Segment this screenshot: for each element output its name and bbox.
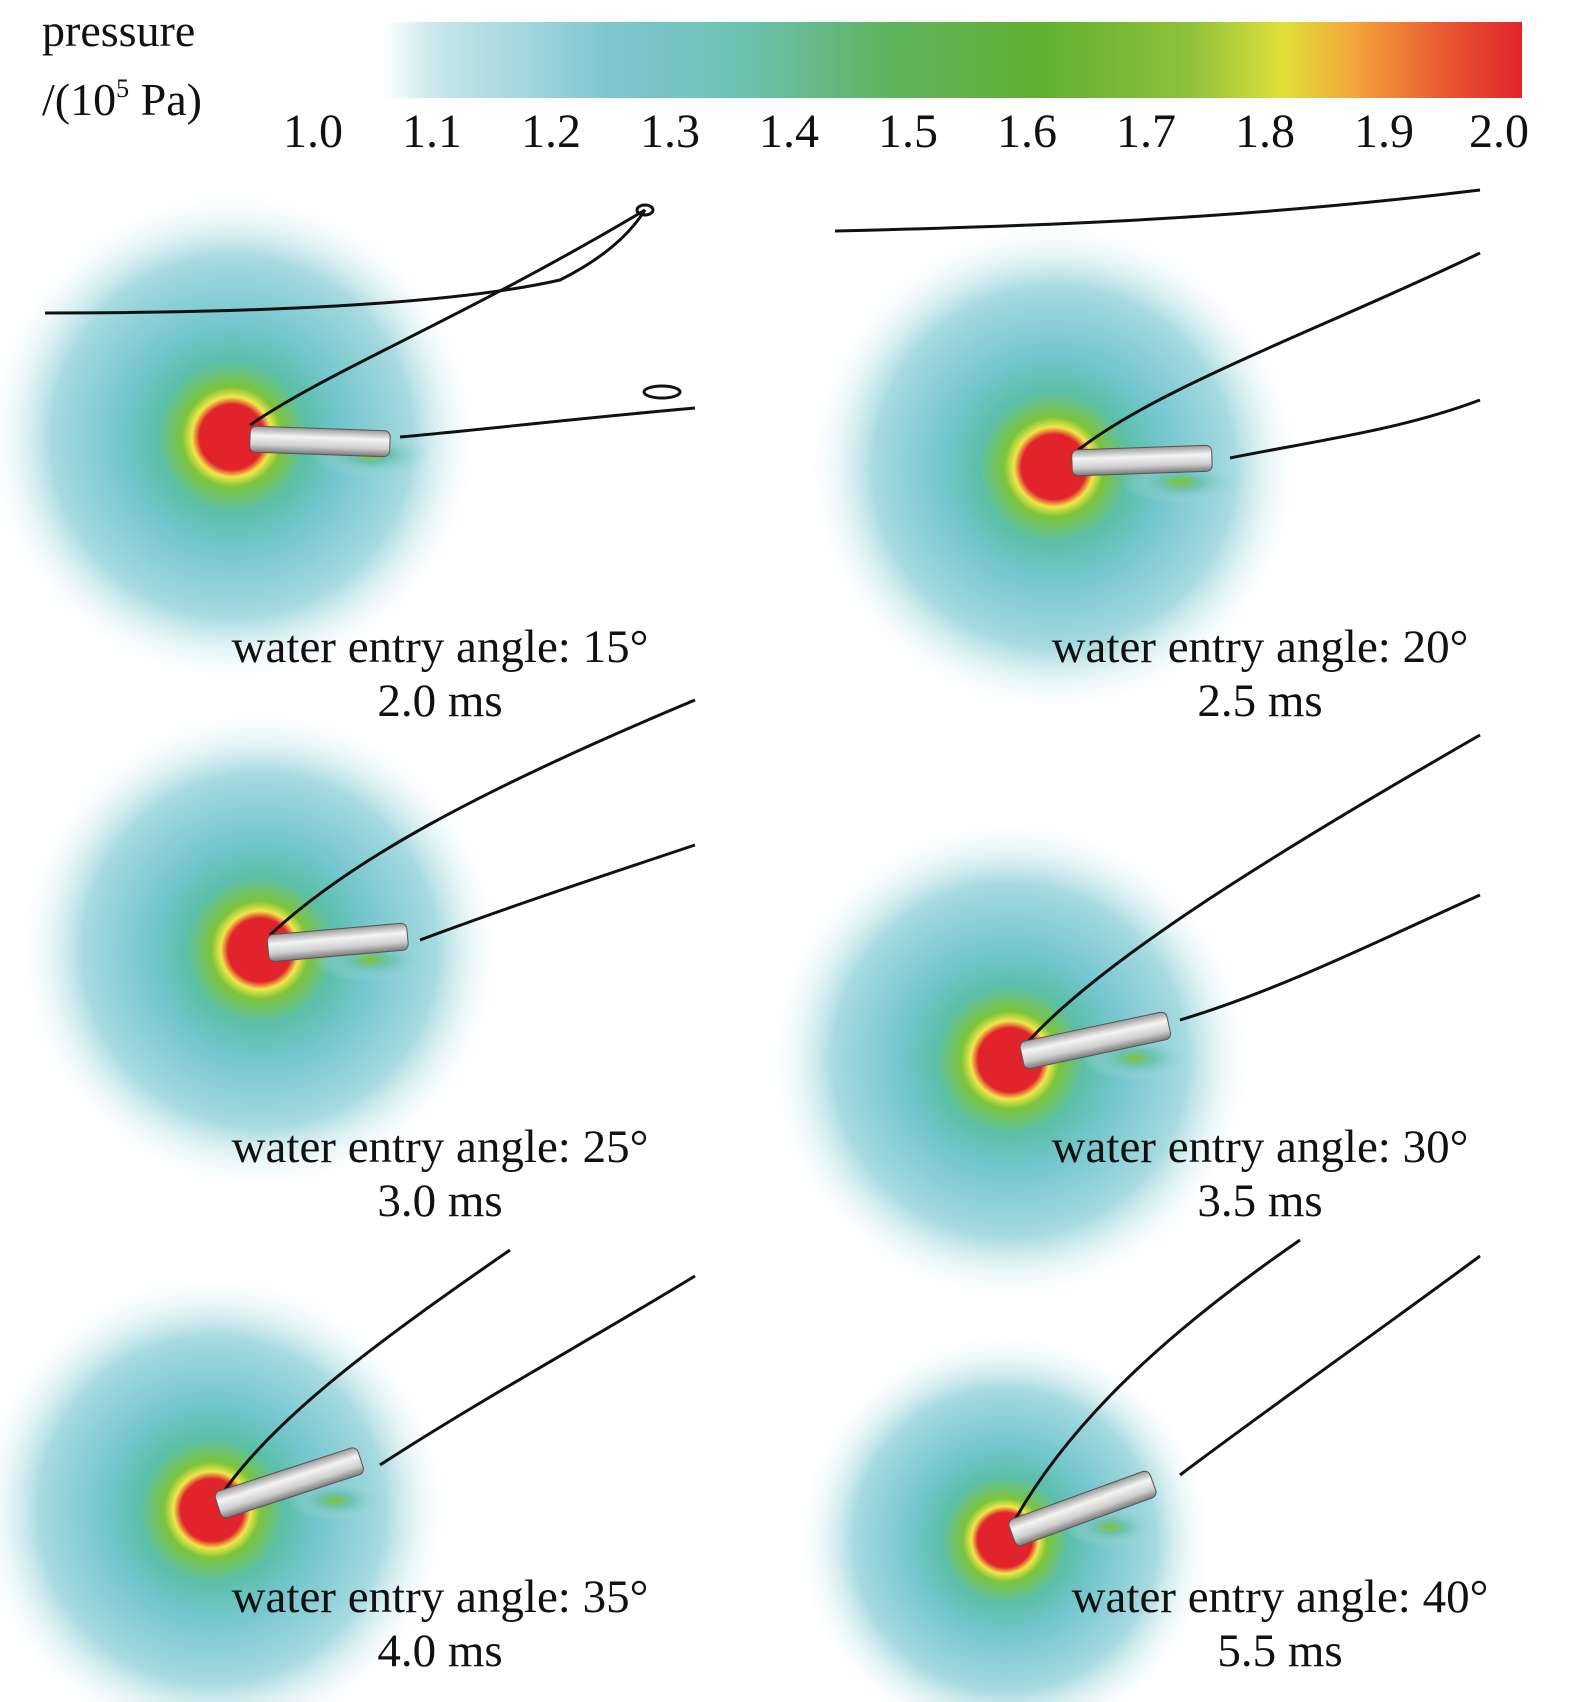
time-label: 3.5 ms bbox=[1197, 1175, 1323, 1227]
time-label: 4.0 ms bbox=[377, 1625, 503, 1677]
cavity-upper-line bbox=[268, 698, 696, 937]
angle-label: water entry angle: 20° bbox=[1051, 621, 1469, 673]
colorbar-tick: 1.6 bbox=[997, 105, 1057, 158]
angle-label: water entry angle: 40° bbox=[1071, 1571, 1489, 1623]
panel-caption-25: water entry angle: 25° 3.0 ms bbox=[150, 1120, 730, 1228]
time-label: 5.5 ms bbox=[1217, 1625, 1343, 1677]
panel-caption-35: water entry angle: 35° 4.0 ms bbox=[150, 1570, 730, 1678]
projectile-body bbox=[266, 922, 409, 962]
angle-label: water entry angle: 25° bbox=[231, 1121, 649, 1173]
cavity-upper-line bbox=[1010, 1238, 1301, 1526]
angle-label: water entry angle: 30° bbox=[1051, 1121, 1469, 1173]
cavity-upper-line bbox=[1023, 733, 1481, 1046]
legend-title-line1: pressure bbox=[42, 5, 196, 56]
legend-title-line2: /(105 Pa) bbox=[42, 60, 202, 129]
spray-tip bbox=[642, 384, 682, 400]
colorbar-tick: 1.3 bbox=[640, 105, 700, 158]
cavity-lower-line bbox=[1179, 1254, 1481, 1477]
cavity-upper-line bbox=[249, 208, 646, 427]
angle-label: water entry angle: 15° bbox=[231, 621, 649, 673]
cavity-lower-line bbox=[1179, 893, 1481, 1022]
projectile-body bbox=[1008, 1470, 1157, 1546]
panel-40deg bbox=[795, 1238, 1481, 1702]
legend-unit-exponent: 5 bbox=[116, 74, 130, 103]
panel-35deg bbox=[0, 1248, 696, 1702]
pressure-field bbox=[804, 217, 1304, 717]
colorbar-tick: 1.4 bbox=[759, 105, 819, 158]
projectile-body bbox=[1019, 1011, 1172, 1070]
panel-30deg bbox=[765, 733, 1481, 1305]
colorbar-tick: 1.7 bbox=[1116, 105, 1176, 158]
panel-caption-15: water entry angle: 15° 2.0 ms bbox=[150, 620, 730, 728]
time-label: 2.5 ms bbox=[1197, 675, 1323, 727]
panel-caption-20: water entry angle: 20° 2.5 ms bbox=[970, 620, 1550, 728]
legend-title: pressure /(105 Pa) bbox=[42, 2, 202, 129]
angle-label: water entry angle: 35° bbox=[231, 1571, 649, 1623]
projectile-body bbox=[1071, 444, 1213, 477]
cavity-upper-line bbox=[1071, 251, 1481, 457]
panel-caption-30: water entry angle: 30° 3.5 ms bbox=[970, 1120, 1550, 1228]
panel-20deg bbox=[804, 188, 1481, 717]
colorbar-tick: 1.2 bbox=[521, 105, 581, 158]
colorbar-tick: 2.0 bbox=[1469, 105, 1529, 158]
colorbar-tick: 1.1 bbox=[402, 105, 462, 158]
projectile-body bbox=[249, 425, 391, 458]
legend-unit-prefix: /(10 bbox=[42, 74, 117, 125]
time-label: 2.0 ms bbox=[377, 675, 503, 727]
colorbar-tick: 1.8 bbox=[1235, 105, 1295, 158]
panel-25deg bbox=[15, 698, 696, 1195]
splash-tip bbox=[635, 203, 655, 217]
time-label: 3.0 ms bbox=[377, 1175, 503, 1227]
panel-caption-40: water entry angle: 40° 5.5 ms bbox=[990, 1570, 1570, 1678]
projectile-body bbox=[214, 1447, 364, 1519]
free-surface-line bbox=[44, 209, 647, 315]
cavity-upper-line bbox=[216, 1248, 511, 1501]
pressure-field bbox=[15, 705, 505, 1195]
pressure-colorbar bbox=[383, 22, 1522, 98]
cavity-lower-line bbox=[379, 1274, 696, 1467]
cavity-lower-line bbox=[399, 406, 696, 439]
legend-unit-suffix: Pa) bbox=[129, 74, 202, 125]
cavity-lower-line bbox=[1229, 398, 1481, 460]
panel-15deg bbox=[0, 187, 696, 687]
pressure-field bbox=[765, 815, 1255, 1305]
free-surface-line bbox=[834, 188, 1481, 233]
colorbar-tick: 1.5 bbox=[878, 105, 938, 158]
cavity-lower-line bbox=[419, 843, 696, 942]
colorbar-tick: 1.9 bbox=[1354, 105, 1414, 158]
colorbar-tick: 1.0 bbox=[283, 105, 343, 158]
pressure-field bbox=[795, 1330, 1215, 1702]
